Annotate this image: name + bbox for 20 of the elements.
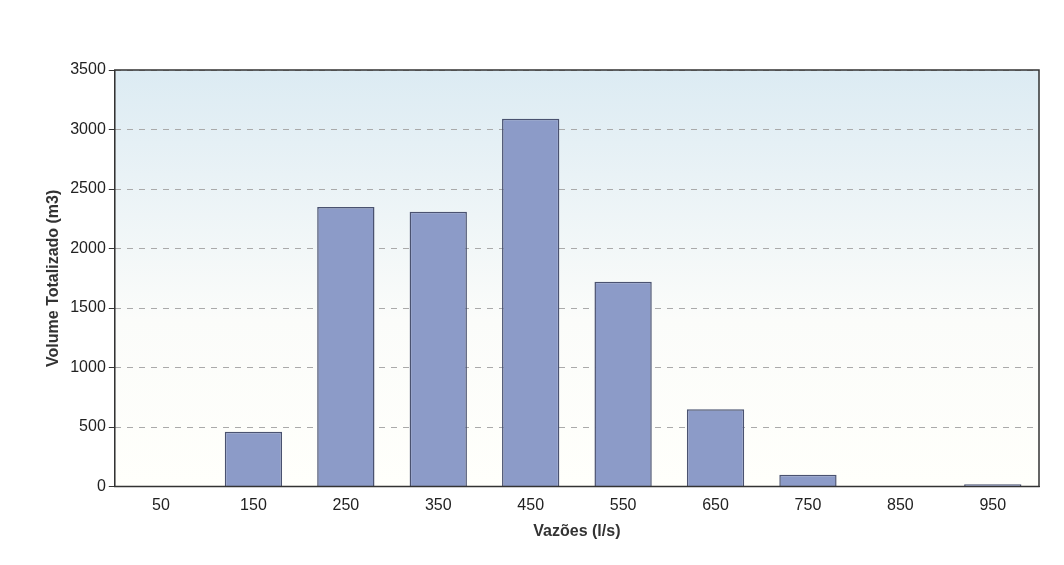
y-tick-label: 3000 [70,119,106,137]
x-axis-title: Vazões (l/s) [533,521,621,539]
y-tick-label: 3500 [70,60,106,78]
x-tick-label: 450 [517,495,545,513]
x-tick-label: 150 [240,495,267,513]
x-tick-label: 850 [887,495,914,513]
x-tick-label: 50 [152,495,170,513]
y-tick-label: 500 [79,417,106,435]
y-tick-label: 1500 [70,298,106,316]
y-tick-label: 2000 [70,238,106,256]
x-tick-label: 750 [794,495,822,513]
x-tick-label: 550 [609,495,637,513]
x-tick-label: 250 [332,495,360,513]
x-tick-label: 650 [702,495,729,513]
x-tick-label: 350 [424,495,452,513]
y-tick-label: 1000 [70,357,106,375]
y-tick-label: 0 [96,477,106,495]
y-tick-label: 2500 [70,179,106,197]
x-tick-label: 950 [979,495,1007,513]
y-axis-title: Volume Totalizado (m3) [44,189,62,367]
